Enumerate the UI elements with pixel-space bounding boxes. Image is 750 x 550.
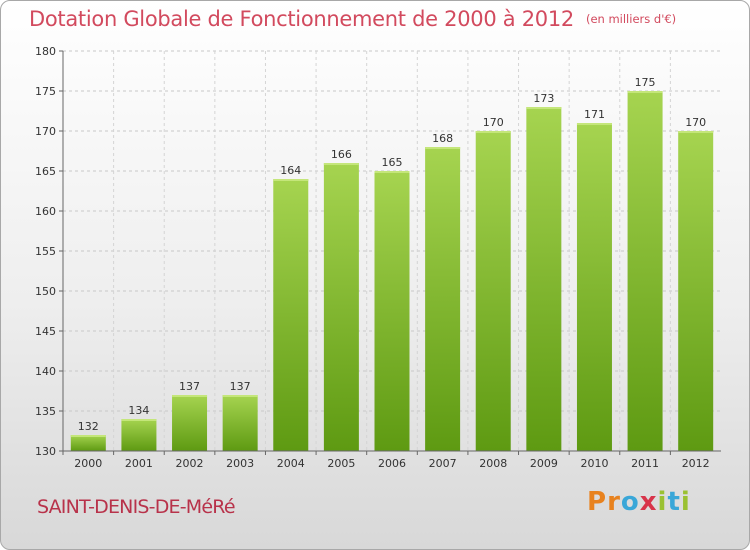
logo-letter: o [620, 487, 640, 517]
bar [121, 419, 157, 451]
logo-letter: P [587, 487, 608, 517]
bar-highlight [121, 419, 157, 421]
bar-highlight [576, 123, 612, 125]
y-tick-label: 180 [35, 45, 56, 58]
axes [59, 50, 721, 455]
data-label: 173 [533, 92, 554, 105]
y-tick-label: 165 [35, 165, 56, 178]
x-tick-label: 2009 [530, 457, 558, 470]
x-tick-label: 2012 [682, 457, 710, 470]
bar-highlight [526, 107, 562, 109]
y-tick-label: 135 [35, 405, 56, 418]
data-label: 137 [179, 380, 200, 393]
x-tick-label: 2007 [429, 457, 457, 470]
bar [374, 171, 410, 451]
bar-highlight [172, 395, 208, 397]
x-tick-label: 2000 [74, 457, 102, 470]
chart-title: Dotation Globale de Fonctionnement de 20… [29, 7, 676, 31]
logo-letter: i [657, 487, 668, 517]
bar-highlight [374, 171, 410, 173]
data-label: 166 [331, 148, 352, 161]
y-tick-label: 170 [35, 125, 56, 138]
logo-letter: t [667, 487, 681, 517]
x-tick-label: 2011 [631, 457, 659, 470]
y-tick-label: 130 [35, 445, 56, 458]
bar [273, 179, 309, 451]
bar-highlight [273, 179, 309, 181]
x-tick-label: 2003 [226, 457, 254, 470]
data-label: 170 [685, 116, 706, 129]
data-label: 164 [280, 164, 301, 177]
x-tick-label: 2001 [125, 457, 153, 470]
x-tick-label: 2010 [580, 457, 608, 470]
data-label: 170 [483, 116, 504, 129]
bar-highlight [222, 395, 258, 397]
bar [323, 163, 359, 451]
bar-highlight [678, 131, 714, 133]
y-tick-label: 175 [35, 85, 56, 98]
bar [526, 107, 562, 451]
logo-letter: r [607, 487, 621, 517]
bar-highlight [323, 163, 359, 165]
data-label: 168 [432, 132, 453, 145]
bar-highlight [425, 147, 461, 149]
data-label: 132 [78, 420, 99, 433]
bar-highlight [70, 435, 106, 437]
labels: 130 135 140 145 150 155 160 165 170 175 180 132 2000… [35, 45, 710, 470]
x-tick-label: 2006 [378, 457, 406, 470]
data-label: 171 [584, 108, 605, 121]
bar [576, 123, 612, 451]
x-tick-label: 2002 [176, 457, 204, 470]
y-tick-label: 145 [35, 325, 56, 338]
bar [627, 91, 663, 451]
bar [172, 395, 208, 451]
logo-letter: x [639, 487, 658, 517]
chart-title-text: Dotation Globale de Fonctionnement de 20… [29, 7, 574, 31]
bar [475, 131, 511, 451]
y-tick-label: 155 [35, 245, 56, 258]
y-tick-label: 160 [35, 205, 56, 218]
data-label: 175 [635, 76, 656, 89]
chart-subtitle: (en milliers d'€) [585, 12, 677, 26]
x-tick-label: 2008 [479, 457, 507, 470]
data-label: 134 [128, 404, 149, 417]
x-tick-label: 2005 [327, 457, 355, 470]
proxiti-logo: Proxiti [587, 487, 691, 517]
y-tick-label: 140 [35, 365, 56, 378]
y-tick-label: 150 [35, 285, 56, 298]
bar [425, 147, 461, 451]
bar [678, 131, 714, 451]
data-label: 137 [230, 380, 251, 393]
data-label: 165 [382, 156, 403, 169]
bar-highlight [475, 131, 511, 133]
bars [70, 91, 714, 451]
x-tick-label: 2004 [277, 457, 305, 470]
bar [222, 395, 258, 451]
bar-highlight [627, 91, 663, 93]
bar [70, 435, 106, 451]
logo-letter: i [680, 487, 691, 517]
commune-name: SAINT-DENIS-DE-MéRé [37, 496, 236, 518]
